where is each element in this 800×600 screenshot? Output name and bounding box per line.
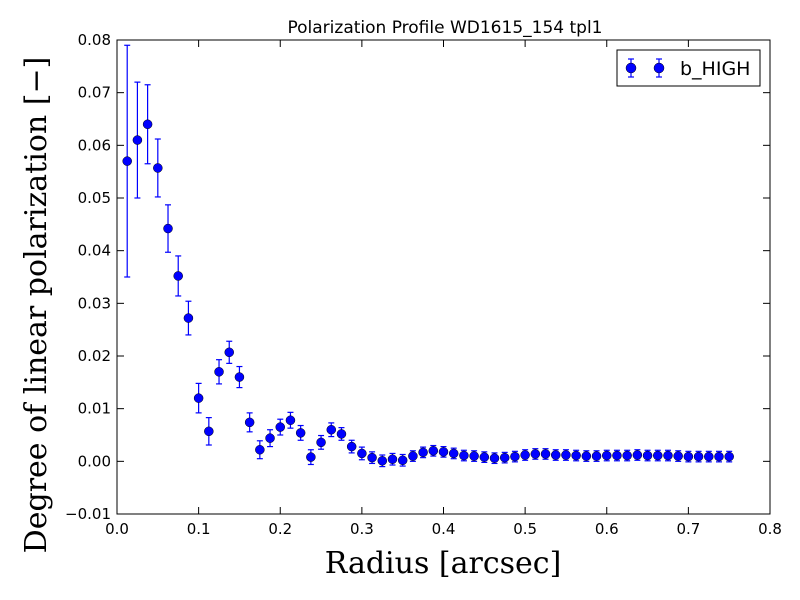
- y-tick-label: 0.07: [78, 84, 111, 102]
- data-point: [591, 451, 602, 461]
- data-point: [336, 429, 347, 439]
- legend: b_HIGH: [616, 49, 761, 87]
- legend-marker: [625, 62, 637, 74]
- data-point: [540, 449, 551, 459]
- x-tick-label: 0.0: [105, 520, 129, 538]
- data-point: [714, 451, 724, 462]
- data-point: [663, 450, 673, 461]
- data-point: [214, 367, 224, 377]
- x-tick-label: 0.5: [513, 520, 537, 538]
- data-point: [193, 393, 204, 403]
- legend-label: b_HIGH: [680, 58, 750, 80]
- data-point: [448, 448, 459, 459]
- x-tick-label: 0.6: [595, 520, 619, 538]
- y-axis-ticks: −0.01 0.00 0.01 0.02 0.03 0.04 0.05 0.06 0.07 0.0…: [65, 31, 770, 523]
- data-point: [265, 433, 275, 443]
- data-point: [244, 417, 255, 428]
- legend-frame: [616, 49, 761, 87]
- data-point: [550, 450, 561, 460]
- data-point: [571, 450, 581, 461]
- data-point: [602, 450, 612, 461]
- data-point: [724, 451, 734, 462]
- data-point: [255, 444, 265, 455]
- data-point: [438, 447, 449, 457]
- chart-title: Polarization Profile WD1615_154 tpl1: [288, 18, 603, 38]
- legend-marker: [653, 62, 665, 74]
- data-point: [479, 452, 490, 462]
- y-tick-label: 0.01: [78, 400, 111, 418]
- data-point: [316, 437, 326, 448]
- data-point: [132, 135, 143, 145]
- y-tick-label: −0.01: [65, 505, 111, 523]
- data-point: [387, 454, 398, 464]
- y-tick-label: 0.00: [78, 452, 111, 470]
- data-point: [142, 119, 153, 130]
- data-point: [275, 422, 285, 432]
- data-point: [367, 452, 377, 463]
- data-point: [153, 163, 163, 173]
- data-point: [397, 455, 408, 466]
- data-point: [295, 428, 306, 438]
- data-point: [581, 451, 592, 461]
- data-point: [428, 446, 439, 456]
- data-point: [357, 448, 367, 459]
- data-point: [489, 453, 500, 463]
- data-point: [306, 452, 316, 462]
- data-point: [673, 451, 683, 461]
- data-point: [204, 426, 214, 437]
- data-point: [285, 415, 296, 426]
- data-point: [163, 223, 173, 234]
- data-point: [499, 452, 510, 463]
- x-tick-label: 0.3: [350, 520, 374, 538]
- x-axis-label: Radius [arcsec]: [325, 546, 562, 581]
- x-tick-label: 0.7: [676, 520, 700, 538]
- data-point: [704, 451, 714, 462]
- data-point: [642, 450, 653, 461]
- data-point: [377, 456, 388, 466]
- y-axis-label: Degree of linear polarization [−]: [19, 57, 54, 554]
- data-point: [183, 313, 194, 323]
- data-point: [234, 372, 245, 382]
- data-point: [408, 451, 418, 461]
- data-point: [224, 347, 234, 358]
- data-point: [683, 451, 694, 462]
- y-tick-label: 0.05: [78, 189, 111, 207]
- x-tick-label: 0.1: [187, 520, 211, 538]
- data-point: [561, 450, 571, 460]
- data-point: [693, 451, 704, 462]
- data-point: [326, 424, 337, 435]
- data-point: [418, 447, 428, 458]
- x-tick-label: 0.4: [432, 520, 456, 538]
- data-point: [346, 441, 357, 452]
- data-point: [122, 156, 132, 166]
- y-tick-label: 0.03: [78, 294, 111, 312]
- plot-frame: [116, 39, 771, 515]
- data-point: [622, 450, 632, 461]
- y-tick-label: 0.02: [78, 347, 111, 365]
- y-tick-label: 0.06: [78, 136, 111, 154]
- data-point: [173, 271, 183, 281]
- data-point: [653, 450, 663, 461]
- y-tick-label: 0.08: [78, 31, 111, 49]
- data-points: [122, 44, 734, 468]
- y-tick-label: 0.04: [78, 242, 111, 260]
- data-point: [510, 451, 520, 462]
- data-point: [520, 450, 530, 460]
- x-axis-ticks: 0.0 0.1 0.2 0.3 0.4 0.5 0.6 0.7 0.8: [105, 40, 782, 538]
- data-point: [469, 451, 479, 461]
- x-tick-label: 0.2: [268, 520, 292, 538]
- data-point: [632, 450, 643, 460]
- data-point: [530, 449, 541, 459]
- data-point: [459, 450, 469, 461]
- x-tick-label: 0.8: [758, 520, 782, 538]
- data-point: [612, 450, 622, 461]
